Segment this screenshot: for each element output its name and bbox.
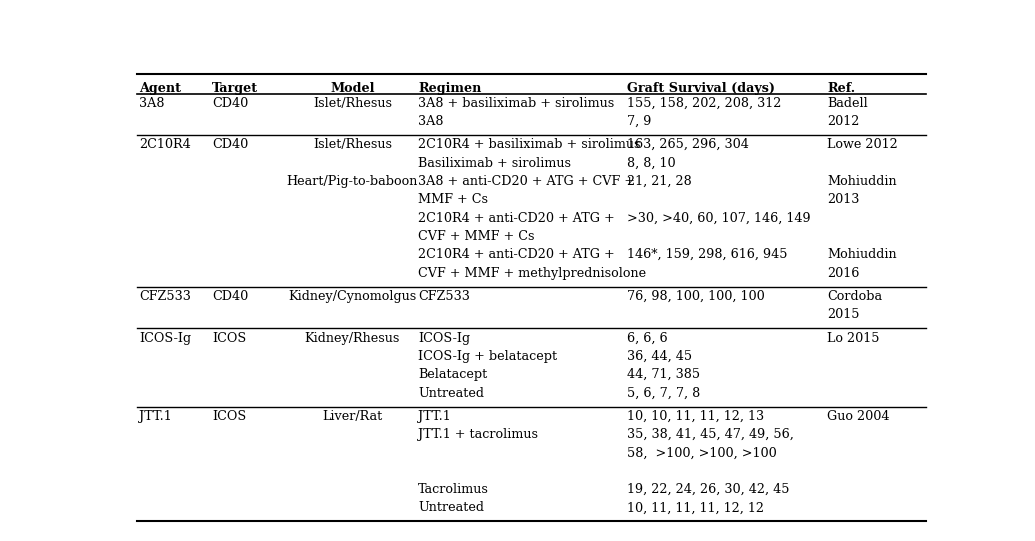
Text: Untreated: Untreated <box>418 502 484 514</box>
Text: 163, 265, 296, 304: 163, 265, 296, 304 <box>626 138 748 151</box>
Text: JTT.1 + tacrolimus: JTT.1 + tacrolimus <box>418 428 538 441</box>
Text: CFZ533: CFZ533 <box>418 290 470 303</box>
Text: 2C10R4: 2C10R4 <box>139 138 190 151</box>
Text: ICOS: ICOS <box>212 410 246 423</box>
Text: Kidney/Rhesus: Kidney/Rhesus <box>304 332 401 345</box>
Text: Ref.: Ref. <box>827 82 855 95</box>
Text: Guo 2004: Guo 2004 <box>827 410 890 423</box>
Text: 10, 10, 11, 11, 12, 13: 10, 10, 11, 11, 12, 13 <box>626 410 764 423</box>
Text: Graft Survival (days): Graft Survival (days) <box>626 82 774 95</box>
Text: 7, 9: 7, 9 <box>626 115 651 128</box>
Text: CD40: CD40 <box>212 138 248 151</box>
Text: 44, 71, 385: 44, 71, 385 <box>626 368 700 381</box>
Text: 155, 158, 202, 208, 312: 155, 158, 202, 208, 312 <box>626 97 781 110</box>
Text: MMF + Cs: MMF + Cs <box>418 193 489 206</box>
Text: Islet/Rhesus: Islet/Rhesus <box>313 138 392 151</box>
Text: 2C10R4 + anti-CD20 + ATG +: 2C10R4 + anti-CD20 + ATG + <box>418 212 615 225</box>
Text: Mohiuddin: Mohiuddin <box>827 248 897 261</box>
Text: ICOS-Ig: ICOS-Ig <box>139 332 191 345</box>
Text: Regimen: Regimen <box>418 82 481 95</box>
Text: JTT.1: JTT.1 <box>418 410 451 423</box>
Text: Cordoba: Cordoba <box>827 290 883 303</box>
Text: 21, 21, 28: 21, 21, 28 <box>626 175 691 188</box>
Text: Lowe 2012: Lowe 2012 <box>827 138 898 151</box>
Text: ICOS: ICOS <box>212 332 246 345</box>
Text: Kidney/Cynomolgus: Kidney/Cynomolgus <box>288 290 416 303</box>
Text: Model: Model <box>330 82 375 95</box>
Text: 146*, 159, 298, 616, 945: 146*, 159, 298, 616, 945 <box>626 248 788 261</box>
Text: Liver/Rat: Liver/Rat <box>322 410 383 423</box>
Text: CVF + MMF + methylprednisolone: CVF + MMF + methylprednisolone <box>418 267 646 280</box>
Text: Islet/Rhesus: Islet/Rhesus <box>313 97 392 110</box>
Text: CVF + MMF + Cs: CVF + MMF + Cs <box>418 230 535 243</box>
Text: 10, 11, 11, 11, 12, 12: 10, 11, 11, 11, 12, 12 <box>626 502 764 514</box>
Text: Untreated: Untreated <box>418 386 484 399</box>
Text: 2013: 2013 <box>827 193 860 206</box>
Text: Mohiuddin: Mohiuddin <box>827 175 897 188</box>
Text: 3A8 + basiliximab + sirolimus: 3A8 + basiliximab + sirolimus <box>418 97 615 110</box>
Text: ICOS-Ig + belatacept: ICOS-Ig + belatacept <box>418 350 557 363</box>
Text: 2C10R4 + anti-CD20 + ATG +: 2C10R4 + anti-CD20 + ATG + <box>418 248 615 261</box>
Text: CD40: CD40 <box>212 97 248 110</box>
Text: 6, 6, 6: 6, 6, 6 <box>626 332 668 345</box>
Text: 2012: 2012 <box>827 115 860 128</box>
Text: 5, 6, 7, 7, 8: 5, 6, 7, 7, 8 <box>626 386 700 399</box>
Text: CFZ533: CFZ533 <box>139 290 190 303</box>
Text: 36, 44, 45: 36, 44, 45 <box>626 350 691 363</box>
Text: 8, 8, 10: 8, 8, 10 <box>626 156 675 169</box>
Text: 2015: 2015 <box>827 308 860 321</box>
Text: Target: Target <box>212 82 258 95</box>
Text: 58,  >100, >100, >100: 58, >100, >100, >100 <box>626 446 776 459</box>
Text: Basiliximab + sirolimus: Basiliximab + sirolimus <box>418 156 571 169</box>
Text: Belatacept: Belatacept <box>418 368 487 381</box>
Text: 2016: 2016 <box>827 267 860 280</box>
Text: ICOS-Ig: ICOS-Ig <box>418 332 470 345</box>
Text: JTT.1: JTT.1 <box>139 410 172 423</box>
Text: CD40: CD40 <box>212 290 248 303</box>
Text: 3A8: 3A8 <box>418 115 444 128</box>
Text: 35, 38, 41, 45, 47, 49, 56,: 35, 38, 41, 45, 47, 49, 56, <box>626 428 794 441</box>
Text: Tacrolimus: Tacrolimus <box>418 483 489 496</box>
Text: Lo 2015: Lo 2015 <box>827 332 880 345</box>
Text: 76, 98, 100, 100, 100: 76, 98, 100, 100, 100 <box>626 290 765 303</box>
Text: Badell: Badell <box>827 97 868 110</box>
Text: >30, >40, 60, 107, 146, 149: >30, >40, 60, 107, 146, 149 <box>626 212 810 225</box>
Text: 19, 22, 24, 26, 30, 42, 45: 19, 22, 24, 26, 30, 42, 45 <box>626 483 790 496</box>
Text: 3A8: 3A8 <box>139 97 165 110</box>
Text: 3A8 + anti-CD20 + ATG + CVF +: 3A8 + anti-CD20 + ATG + CVF + <box>418 175 635 188</box>
Text: Heart/Pig-to-baboon: Heart/Pig-to-baboon <box>287 175 418 188</box>
Text: Agent: Agent <box>139 82 181 95</box>
Text: 2C10R4 + basiliximab + sirolimus: 2C10R4 + basiliximab + sirolimus <box>418 138 641 151</box>
